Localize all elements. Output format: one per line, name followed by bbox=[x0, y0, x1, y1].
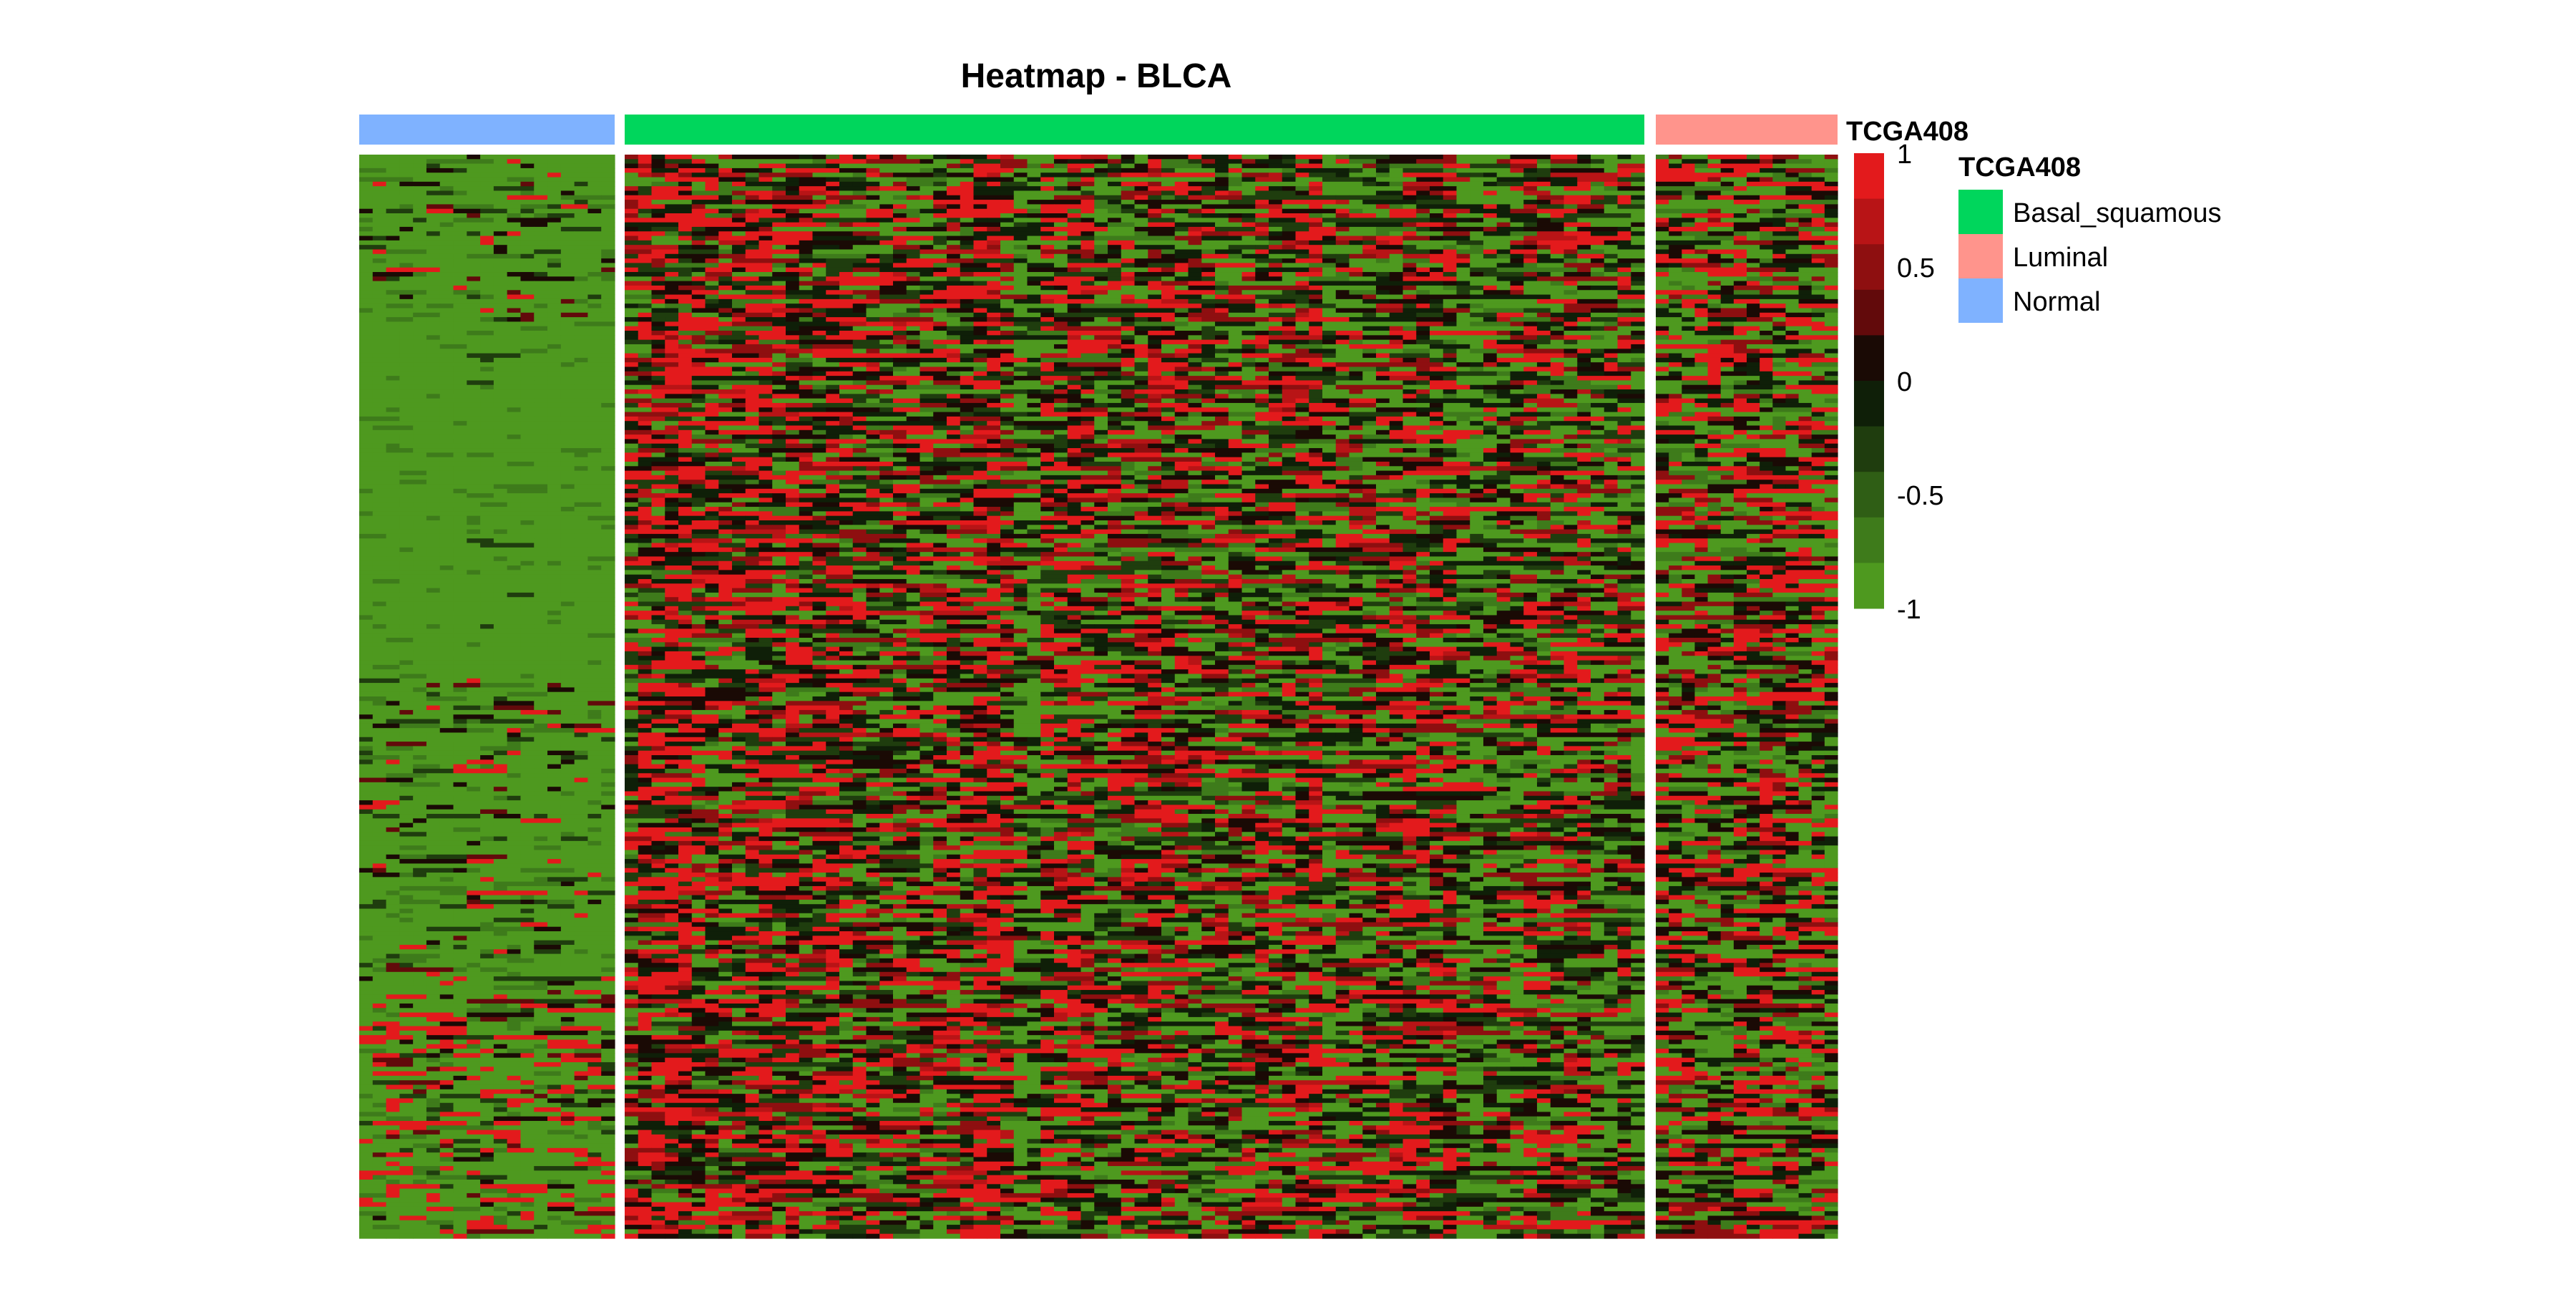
color-scale-step bbox=[1854, 198, 1884, 245]
color-scale-tick-label: -1 bbox=[1897, 595, 1921, 625]
annotation-label: TCGA408 bbox=[1846, 117, 1968, 147]
annotation-bar bbox=[359, 115, 1838, 145]
annotation-basal_squamous bbox=[625, 115, 1644, 145]
legend-swatch-normal bbox=[1958, 278, 2003, 323]
annotation-luminal bbox=[1656, 115, 1838, 145]
color-scale-step bbox=[1854, 563, 1884, 609]
legend-label-luminal: Luminal bbox=[2013, 243, 2108, 273]
color-scale-step bbox=[1854, 153, 1884, 200]
color-scale-step bbox=[1854, 335, 1884, 382]
color-scale-tick-label: 1 bbox=[1897, 140, 1912, 170]
legend-label-normal: Normal bbox=[2013, 287, 2100, 317]
color-scale-legend: 1 0.5 0 -0.5 -1 bbox=[1854, 140, 1943, 625]
legend-swatch-luminal bbox=[1958, 234, 2003, 278]
color-scale-step bbox=[1854, 289, 1884, 336]
color-scale-tick-label: -0.5 bbox=[1897, 481, 1943, 511]
group-legend: TCGA408 Basal_squamous Luminal Normal bbox=[1958, 152, 2222, 323]
color-scale-tick-label: 0 bbox=[1897, 367, 1912, 397]
color-scale-step bbox=[1854, 381, 1884, 427]
legend-swatch-basal_squamous bbox=[1958, 190, 2003, 234]
heatmap-block-luminal bbox=[1656, 155, 1838, 1239]
annotation-normal bbox=[359, 115, 615, 145]
chart-title: Heatmap - BLCA bbox=[961, 57, 1232, 95]
legend-title: TCGA408 bbox=[1958, 152, 2081, 183]
heatmap-block-normal bbox=[359, 155, 615, 1239]
heatmap-body bbox=[359, 155, 1838, 1239]
color-scale-step bbox=[1854, 472, 1884, 518]
legend-label-basal_squamous: Basal_squamous bbox=[2013, 198, 2222, 228]
color-scale-step bbox=[1854, 517, 1884, 563]
heatmap-block-basal_squamous bbox=[625, 155, 1645, 1239]
color-scale-tick-label: 0.5 bbox=[1897, 253, 1935, 283]
color-scale-step bbox=[1854, 426, 1884, 472]
color-scale-step bbox=[1854, 244, 1884, 291]
